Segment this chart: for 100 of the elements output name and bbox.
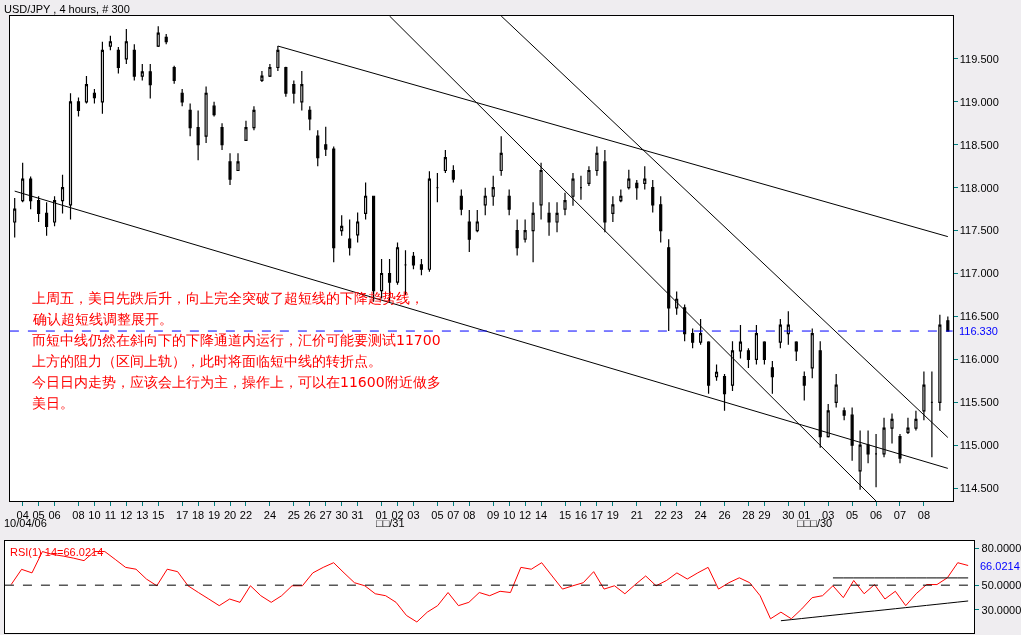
candlestick: [802, 370, 806, 402]
y-tick-label: 118.500: [959, 138, 999, 151]
annotation: 美日。: [32, 395, 74, 411]
candlestick: [619, 188, 623, 203]
x-tick-label: 19: [207, 509, 221, 522]
x-tick-label: 12: [120, 509, 133, 522]
candlestick: [515, 218, 519, 257]
candlestick: [587, 165, 591, 187]
candlestick: [659, 195, 663, 244]
candlestick: [204, 85, 208, 144]
candlestick: [228, 152, 232, 186]
x-tick-label: 09: [487, 509, 500, 522]
candlestick: [292, 79, 296, 105]
candlestick: [882, 417, 886, 458]
y-tick-label: 115.000: [959, 439, 999, 452]
x-tick-label: 29: [758, 509, 771, 522]
x-tick-label: 20: [223, 509, 237, 522]
candlestick: [603, 149, 607, 233]
x-tick-label: 17: [590, 509, 604, 522]
candlestick: [818, 340, 822, 449]
x-tick-label: 24: [263, 509, 277, 522]
candlestick: [754, 324, 758, 366]
x-tick-label: 06: [869, 509, 883, 522]
x-tick-label: 27: [319, 509, 332, 522]
candlestick: [236, 152, 240, 172]
candlestick: [563, 192, 567, 216]
candlestick: [196, 109, 200, 161]
y-tick-label: 115.500: [959, 396, 999, 409]
x-tick-label: 18: [192, 509, 205, 522]
candlestick: [260, 70, 264, 83]
candlestick: [308, 105, 312, 131]
candlestick: [395, 242, 400, 286]
candlestick: [435, 172, 439, 203]
candlestick: [316, 129, 320, 167]
candlestick: [332, 145, 336, 263]
x-tick-label: 31: [351, 509, 364, 522]
x-tick-label: 30: [335, 509, 348, 522]
candlestick: [834, 373, 838, 409]
candlestick: [13, 197, 17, 239]
annotation: 而短中线仍然在斜向下的下降通道内运行，汇价可能要测试11700: [32, 332, 441, 348]
x-tick-label: 16: [574, 509, 588, 522]
candlestick: [451, 164, 455, 184]
candlestick: [324, 126, 328, 157]
x-tick-label: 14: [534, 509, 548, 522]
candlestick: [842, 406, 846, 421]
x-tick-label: 13: [136, 509, 149, 522]
candlestick: [555, 201, 559, 233]
x-tick-label: 22: [239, 509, 253, 522]
candlestick: [850, 406, 854, 462]
candlestick: [100, 41, 104, 115]
candlestick: [922, 370, 926, 421]
candlestick: [124, 28, 128, 65]
candlestick: [699, 318, 703, 346]
candlestick: [866, 430, 870, 464]
candlestick: [252, 105, 256, 131]
x-tick-label: 05: [846, 509, 859, 522]
y-tick-label: 80.0000: [981, 542, 1021, 555]
candlestick: [826, 403, 830, 439]
candlestick: [475, 209, 479, 233]
candlestick: [427, 170, 431, 273]
candlestick: [37, 195, 41, 223]
candlestick: [300, 70, 304, 112]
x-tick-label: 19: [606, 509, 619, 522]
text: 66.0214: [980, 560, 1020, 572]
candlestick: [92, 88, 97, 105]
candlestick: [746, 347, 751, 369]
candlestick: [523, 218, 527, 244]
x-tick-label: 30: [782, 509, 795, 522]
candlestick: [547, 201, 551, 237]
x-tick-label: 17: [176, 509, 189, 522]
candlestick: [140, 63, 144, 81]
candlestick: [156, 25, 160, 48]
x-tick-label: 23: [670, 509, 683, 522]
candlestick: [172, 65, 176, 85]
candlestick: [76, 96, 81, 118]
candlestick: [459, 188, 463, 216]
candlestick: [491, 175, 495, 207]
x-tick-label: 08: [917, 509, 931, 522]
x-tick-label: 06: [48, 509, 61, 522]
candlestick: [778, 318, 782, 349]
candlestick: [443, 149, 447, 174]
candlestick: [340, 214, 344, 237]
candlestick: [364, 181, 368, 221]
candlestick: [164, 33, 168, 45]
annotation: 今日日内走势，应该会上行为主，操作上，可以在11600附近做多: [32, 374, 441, 390]
x-tick-label: 25: [287, 509, 300, 522]
candlestick: [132, 43, 136, 81]
ref-line-label: 116.330: [959, 325, 998, 337]
x-tick-label: 08: [72, 509, 85, 522]
candlestick: [507, 188, 511, 216]
x-tick-label: 07: [447, 509, 460, 522]
candlestick: [595, 145, 599, 177]
y-tick-label: 30.0000: [981, 603, 1021, 616]
x-tick-label: 10: [503, 509, 516, 522]
candlestick: [706, 340, 711, 395]
x-tick-label: 12: [519, 509, 532, 522]
annotation: 确认超短线调整展开。: [32, 311, 173, 327]
candlestick: [667, 238, 671, 332]
candlestick: [635, 179, 639, 201]
candlestick: [571, 172, 575, 207]
